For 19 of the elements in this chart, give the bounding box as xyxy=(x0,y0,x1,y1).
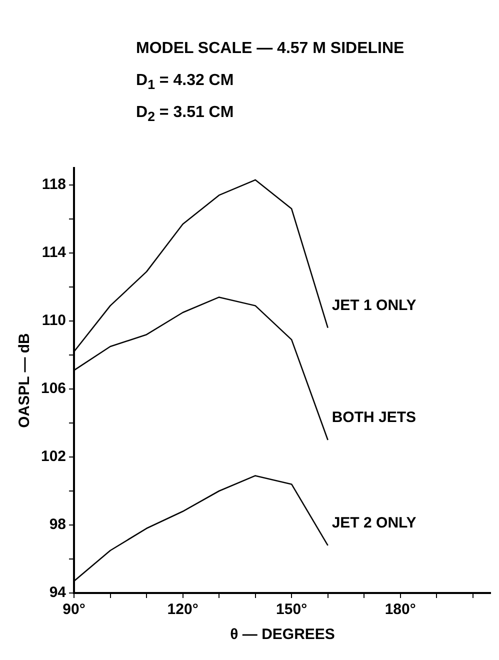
x-tick-label: 150° xyxy=(276,601,308,618)
series-label: BOTH JETS xyxy=(332,409,416,426)
x-tick-label: 180° xyxy=(384,601,416,618)
x-axis-title: θ — DEGREES xyxy=(230,626,335,644)
y-axis-title: OASPL — dB xyxy=(16,332,34,428)
series-label: JET 2 ONLY xyxy=(332,514,416,532)
y-tick-label: 98 xyxy=(49,516,66,534)
y-tick-label: 114 xyxy=(42,244,67,262)
y-tick-label: 110 xyxy=(42,312,66,330)
x-tick-label: 90° xyxy=(62,601,86,618)
chart-title: MODEL SCALE — 4.57 M SIDELINE xyxy=(136,40,404,58)
x-tick-label: 120° xyxy=(167,601,198,618)
y-tick-label: 106 xyxy=(40,380,66,398)
y-tick-label: 118 xyxy=(42,176,66,194)
text: D$_{1}$ = 4.32 CM xyxy=(136,72,234,92)
y-tick-label: 94 xyxy=(49,584,67,602)
y-tick-label: 102 xyxy=(40,448,66,466)
series-label: JET 1 ONLY xyxy=(332,296,416,314)
text: D$_{2}$ = 3.51 CM xyxy=(136,104,234,124)
